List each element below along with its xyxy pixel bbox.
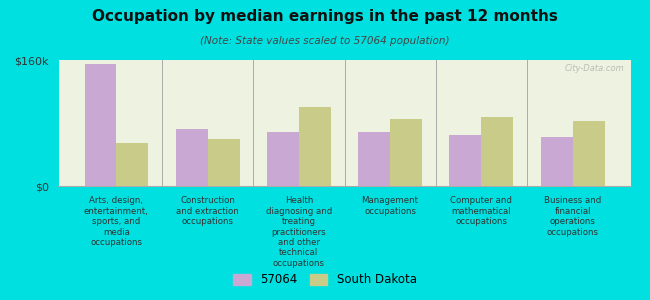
Bar: [84, 64, 116, 186]
Bar: [541, 137, 573, 186]
Legend: 57064, South Dakota: 57064, South Dakota: [229, 269, 421, 291]
Bar: [299, 107, 331, 186]
Bar: [207, 139, 240, 186]
Text: Occupation by median earnings in the past 12 months: Occupation by median earnings in the pas…: [92, 9, 558, 24]
Bar: [449, 135, 482, 186]
Bar: [390, 119, 422, 186]
Bar: [116, 143, 148, 186]
Bar: [573, 122, 604, 186]
Bar: [358, 132, 390, 186]
Bar: [482, 117, 514, 186]
Bar: [267, 132, 299, 186]
Bar: [176, 129, 207, 186]
Text: City-Data.com: City-Data.com: [565, 64, 625, 73]
Text: (Note: State values scaled to 57064 population): (Note: State values scaled to 57064 popu…: [200, 36, 450, 46]
